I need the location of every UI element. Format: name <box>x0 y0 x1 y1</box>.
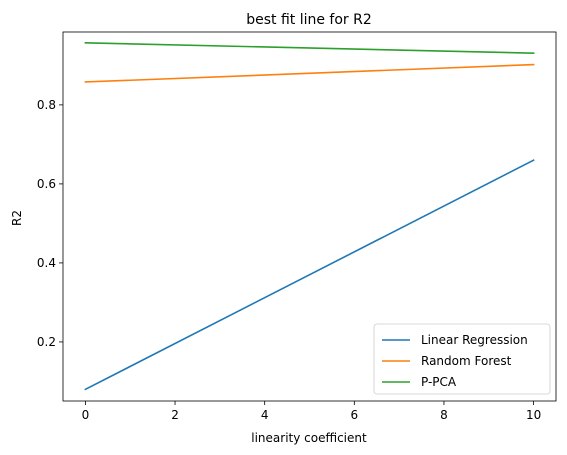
x-tick-label: 10 <box>526 408 541 422</box>
plot-frame <box>62 31 557 402</box>
legend-label-1: Random Forest <box>421 354 512 368</box>
x-axis-label: linearity coefficient <box>251 431 367 445</box>
x-tick-label: 6 <box>350 408 358 422</box>
plot-area: 0 2 4 6 8 10 0.2 0.4 0.6 0.8 Linear Regression Rand… <box>37 31 557 422</box>
series-line-0 <box>84 159 535 391</box>
legend-label-2: P-PCA <box>421 375 457 389</box>
x-tick-label: 0 <box>82 408 90 422</box>
y-tick-label: 0.4 <box>37 256 56 270</box>
series-line-1 <box>84 63 535 83</box>
series-line-2 <box>84 42 535 54</box>
chart-title: best fit line for R2 <box>246 12 372 28</box>
legend-label-0: Linear Regression <box>421 333 528 347</box>
y-tick-label: 0.8 <box>37 98 56 112</box>
x-tick-label: 8 <box>440 408 448 422</box>
legend-box <box>373 323 551 395</box>
y-tick-label: 0.2 <box>37 335 56 349</box>
x-tick-label: 2 <box>171 408 179 422</box>
x-tick-label: 4 <box>261 408 269 422</box>
y-tick-label: 0.6 <box>37 177 56 191</box>
y-axis-label: R2 <box>10 210 24 226</box>
